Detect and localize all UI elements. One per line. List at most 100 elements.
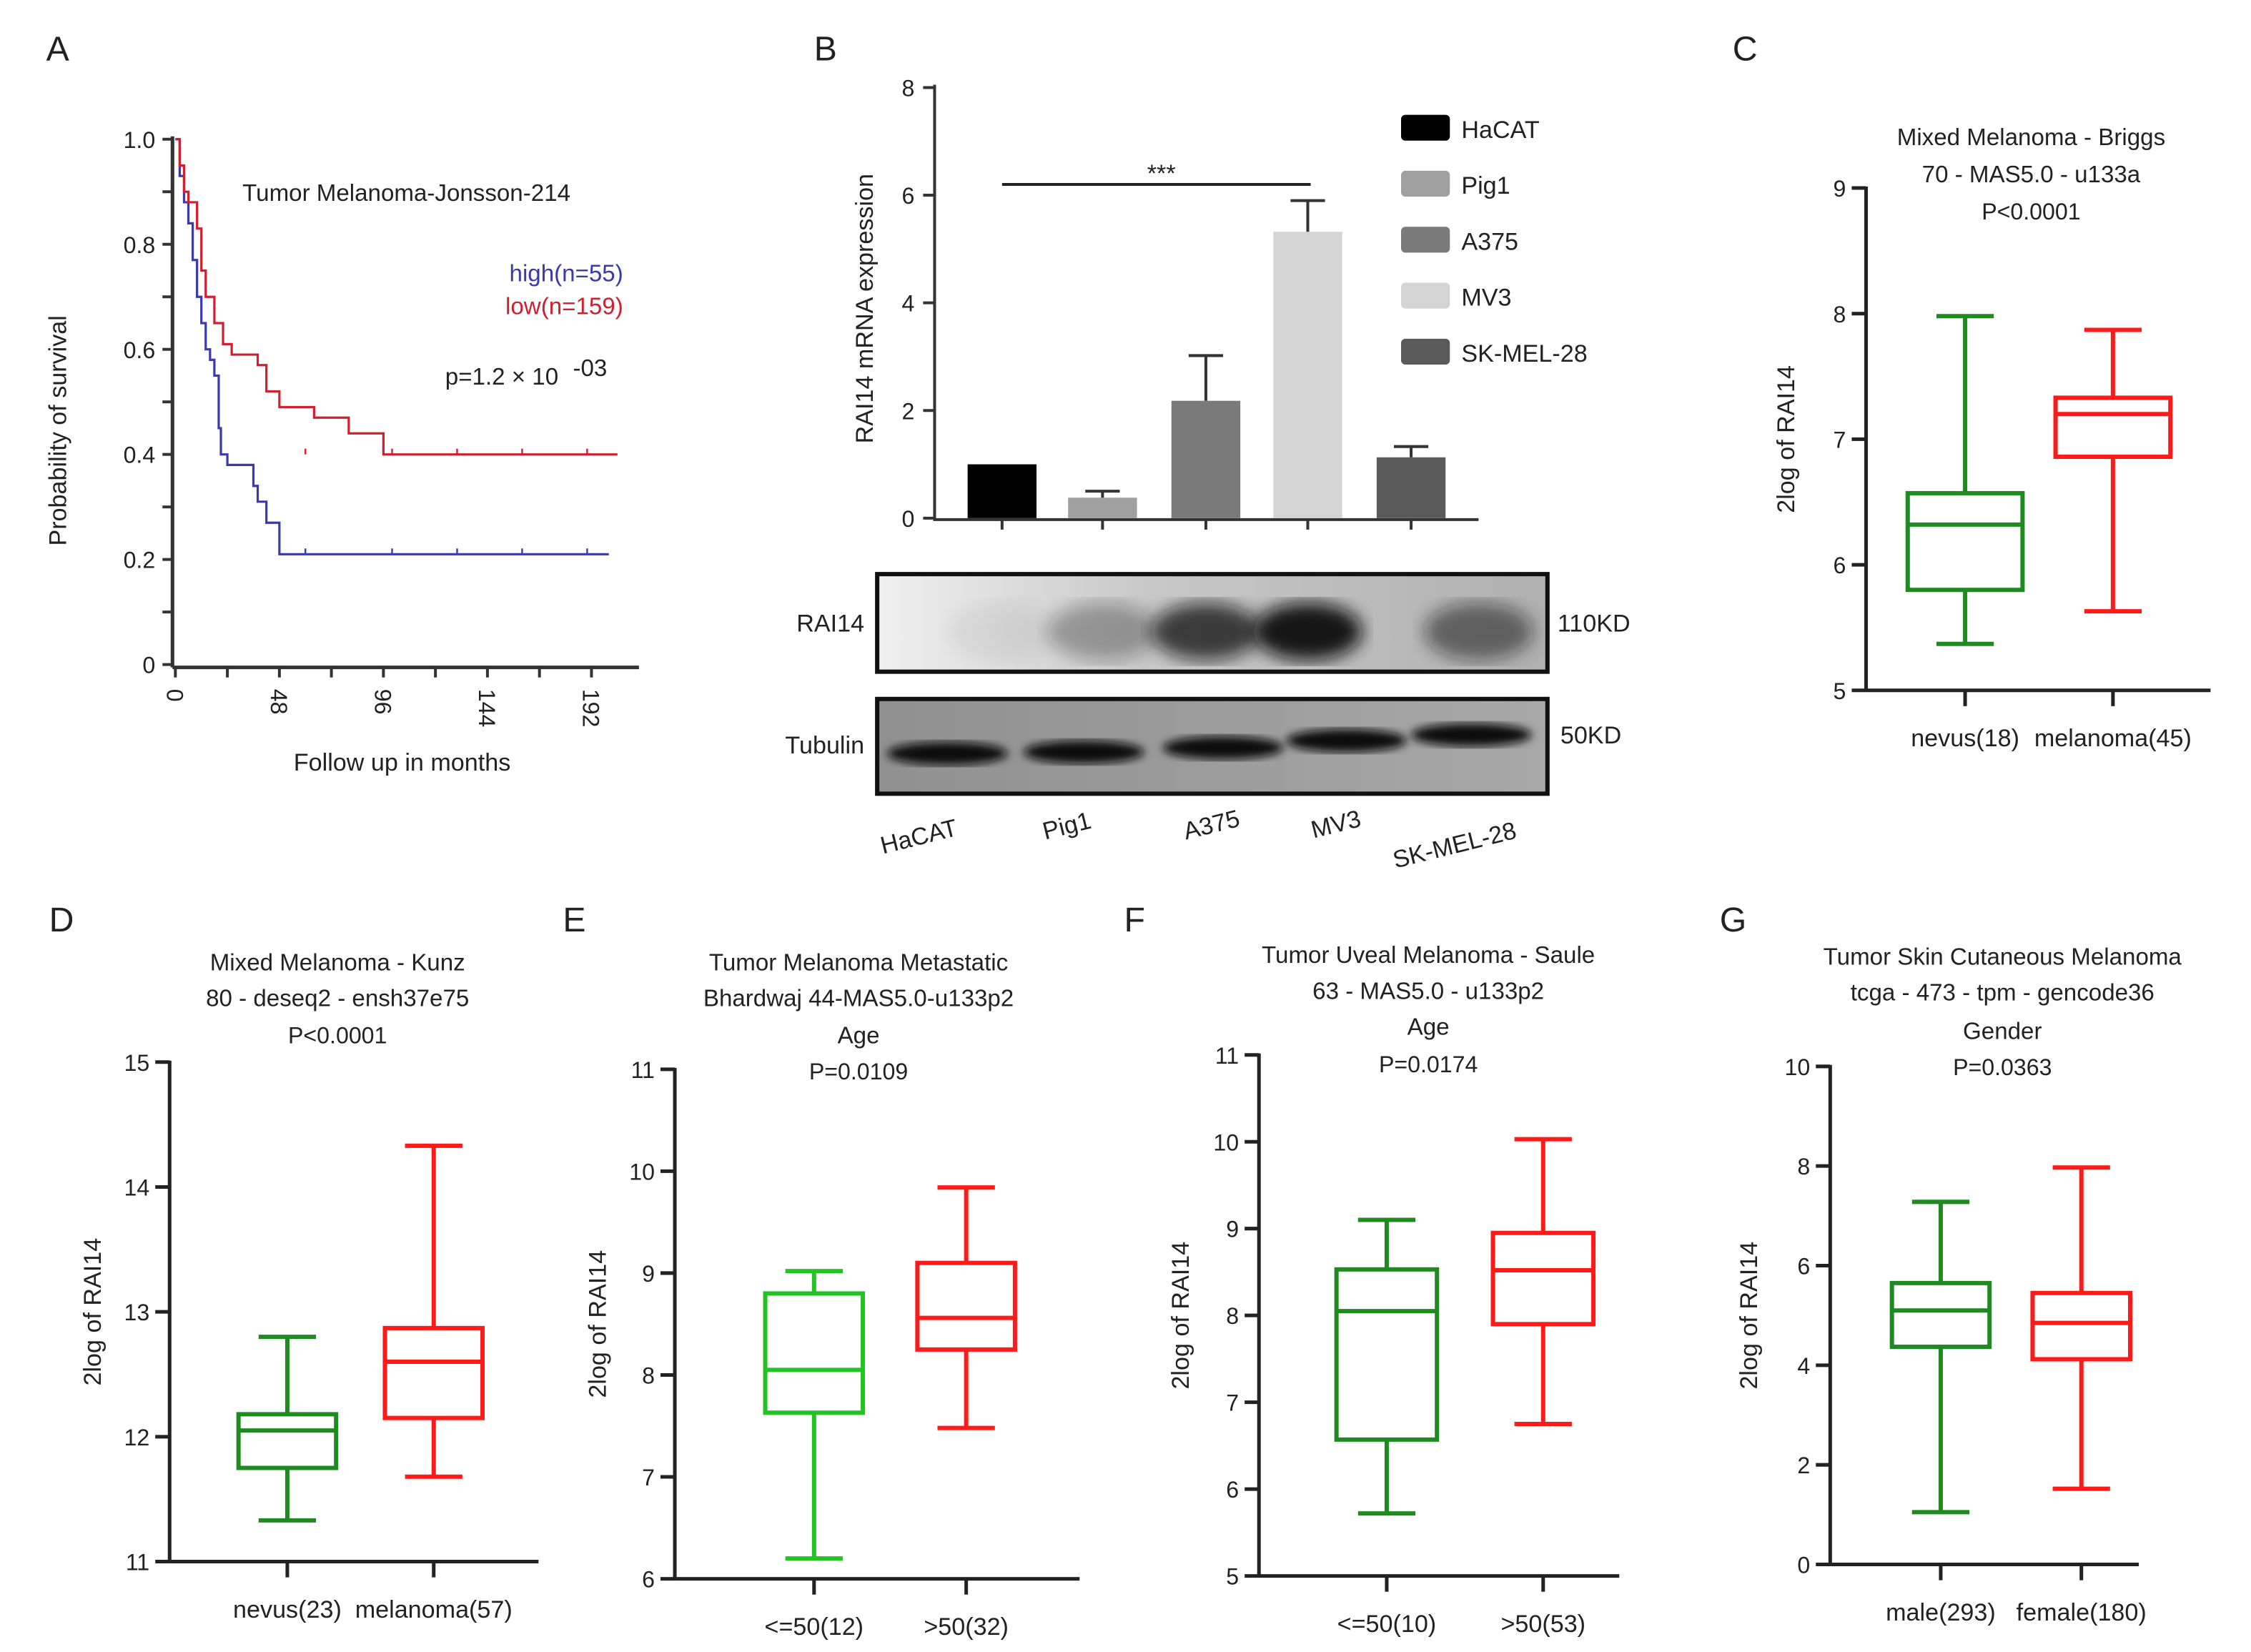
p-value: P=0.0109: [809, 1059, 908, 1084]
chart-title-line: 70 - MAS5.0 - u133a: [1922, 162, 2141, 188]
y-tick-label: 0.6: [124, 337, 156, 363]
box-male-293-: [1889, 1200, 1992, 1515]
legend-label: HaCAT: [1461, 117, 1539, 144]
x-tick-label: male(293): [1886, 1599, 1996, 1626]
box-iqr: [2030, 1290, 2132, 1362]
survival-curve-1: [175, 138, 618, 456]
box-iqr: [382, 1325, 485, 1420]
y-tick-label: 6: [1226, 1477, 1239, 1503]
blot-band: [1048, 603, 1157, 661]
y-tick-label: 5: [1834, 678, 1846, 704]
legend-label: MV3: [1461, 285, 1511, 312]
y-tick-label: 4: [901, 291, 914, 317]
panel-letter: A: [46, 29, 70, 68]
y-tick-label: 6: [642, 1567, 655, 1593]
y-axis-label: 2log of RAI14: [1736, 1242, 1763, 1390]
panel-letter: F: [1124, 901, 1144, 939]
legend-swatch: [1401, 282, 1450, 309]
y-tick-label: 10: [1213, 1129, 1239, 1155]
y-tick-label: 8: [1797, 1154, 1810, 1179]
p-value: P=0.0363: [1953, 1054, 2052, 1080]
box-iqr: [1334, 1267, 1440, 1442]
legend-swatch: [1401, 114, 1450, 141]
box-iqr: [236, 1412, 339, 1470]
y-tick-label: 9: [642, 1261, 655, 1287]
chart-title-line: Mixed Melanoma - Kunz: [210, 949, 465, 976]
y-axis-label: 2log of RAI14: [585, 1250, 612, 1398]
x-tick-label: 96: [370, 689, 395, 715]
y-tick-label: 4: [1797, 1353, 1810, 1379]
panel-letter: E: [563, 901, 585, 939]
box-iqr: [915, 1260, 1017, 1352]
y-tick-label: 7: [642, 1465, 655, 1490]
blot-band: [947, 603, 1057, 661]
panel-letter: B: [814, 29, 837, 68]
panel-letter: G: [1720, 901, 1746, 939]
box-iqr: [1490, 1230, 1596, 1327]
x-tick-label: female(180): [2017, 1599, 2147, 1626]
x-tick-label: >50(53): [1500, 1611, 1585, 1638]
box-nevus-18-: [1905, 314, 2025, 646]
blot-rai14-frame: [875, 572, 1550, 674]
y-tick-label: 11: [1215, 1043, 1239, 1069]
legend-label: Pig1: [1461, 172, 1510, 199]
panel-letter: D: [49, 901, 74, 939]
box-plot-panels: 5 6 7 8 9 2log of RAI14 Mixed Melanoma - Brigg…: [79, 124, 2211, 1641]
y-tick-label: 11: [631, 1057, 655, 1083]
panel-a-survival-curve: 0 0.2 0.4 0.6 0.8 1.0 0 48 96 144 192 Follow up in …: [45, 127, 639, 776]
bar-pig1: [1068, 498, 1137, 518]
chart-title: Tumor Melanoma-Jonsson-214: [242, 180, 570, 207]
y-tick-label: 5: [1226, 1564, 1239, 1590]
y-tick-label: 2: [901, 398, 914, 424]
blot-lane-label: Pig1: [1040, 807, 1094, 845]
blot-lane-label: HaCAT: [878, 814, 960, 859]
box-nevus-23-: [236, 1335, 339, 1523]
y-tick-label: 1.0: [124, 127, 156, 153]
p-value: p=1.2 × 10: [445, 364, 558, 390]
y-tick-label: 6: [1797, 1254, 1810, 1280]
x-tick-label: nevus(18): [1911, 725, 2019, 752]
box-iqr: [763, 1291, 866, 1415]
y-tick-label: 9: [1226, 1217, 1239, 1242]
chart-title-line: Age: [1408, 1014, 1450, 1041]
blot-band: [1253, 603, 1362, 661]
blot-label-tubulin: Tubulin: [785, 732, 864, 759]
blot-band: [1023, 741, 1144, 764]
legend-entry: low(n=159): [505, 294, 623, 320]
chart-title-line: Tumor Skin Cutaneous Melanoma: [1824, 944, 2182, 970]
blot-label-rai14: RAI14: [796, 610, 864, 637]
legend-label: A375: [1461, 228, 1518, 255]
y-axis-label: 2log of RAI14: [1773, 365, 1800, 513]
significance-stars: ***: [1147, 160, 1176, 187]
panel-f-box-plot: 5 6 7 8 9 10 11 2log of RAI14 Tumor Uveal Melano…: [1167, 942, 1620, 1638]
y-tick-label: 10: [629, 1159, 655, 1184]
p-value: P=0.0174: [1379, 1052, 1478, 1077]
y-tick-label: 6: [1834, 553, 1846, 578]
panel-letters: A B C D E F G: [46, 29, 1758, 939]
blot-band: [1162, 736, 1284, 760]
blot-lane-label: A375: [1181, 805, 1243, 845]
bar-sk-mel-28: [1376, 457, 1446, 518]
y-tick-label: 14: [124, 1175, 149, 1201]
blot-size-50kd: 50KD: [1560, 722, 1621, 749]
y-tick-label: 0.4: [124, 442, 156, 468]
x-tick-label: 192: [578, 689, 603, 728]
chart-title-line: tcga - 473 - tpm - gencode36: [1851, 979, 2154, 1006]
y-tick-label: 2: [1797, 1453, 1810, 1478]
y-tick-label: 0: [142, 653, 155, 678]
blot-band: [887, 742, 1008, 766]
chart-title-line: Tumor Melanoma Metastatic: [709, 949, 1008, 976]
bar-hacat: [967, 464, 1037, 518]
p-value-exponent: -03: [573, 355, 607, 382]
panel-c-box-plot: 5 6 7 8 9 2log of RAI14 Mixed Melanoma - Brigg…: [1773, 124, 2211, 752]
y-tick-label: 6: [901, 183, 914, 209]
y-tick-label: 12: [124, 1425, 149, 1450]
box--50-10-: [1334, 1217, 1440, 1516]
panel-d-box-plot: 11 12 13 14 15 2log of RAI14 Mixed Melanoma - …: [79, 949, 539, 1623]
box--50-53-: [1490, 1137, 1596, 1427]
box-iqr: [1905, 490, 2025, 593]
legend-label: SK-MEL-28: [1461, 340, 1587, 367]
x-tick-label: 144: [474, 689, 500, 728]
blot-lane-label: SK-MEL-28: [1390, 817, 1519, 874]
blot-tubulin-frame: [875, 696, 1550, 796]
